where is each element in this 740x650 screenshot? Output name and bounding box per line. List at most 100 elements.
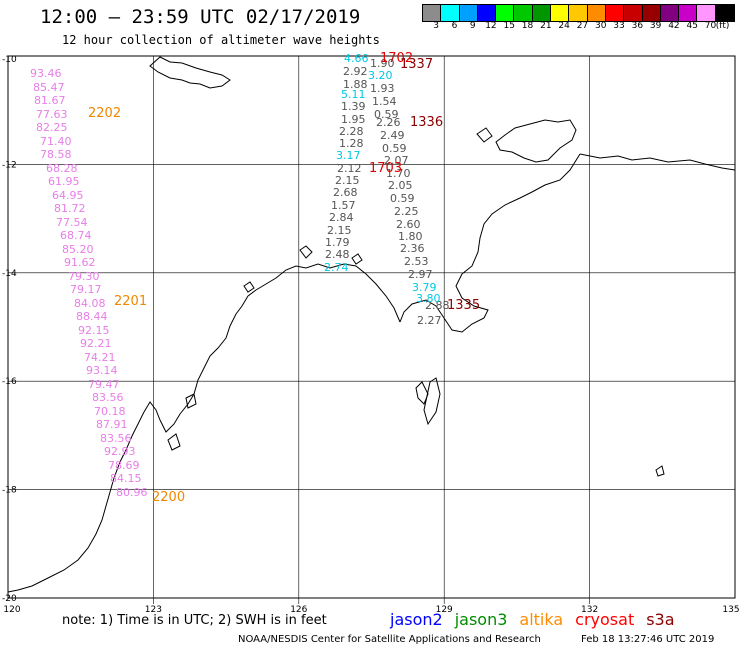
pass-time-label: 1336	[410, 115, 444, 130]
swh-value-pink: 71.40	[40, 134, 72, 148]
swh-value-pink: 92.21	[80, 337, 112, 350]
swh-value-gray: 2.25	[394, 205, 419, 218]
swh-value-gray: 2.84	[329, 211, 354, 224]
legend-swatch	[605, 5, 625, 21]
swh-value-pink: 78.58	[40, 148, 72, 161]
lon-tick-label: 129	[436, 605, 453, 615]
legend-bin-label: 27	[576, 21, 589, 31]
legend-bin-label: 3	[433, 21, 440, 31]
swh-value-pink: 85.47	[33, 80, 65, 94]
swh-value-gray: 2.68	[333, 186, 358, 199]
lon-tick-label: 135	[722, 605, 739, 615]
pass-time-label: 1337	[400, 57, 434, 72]
swh-value-pink: 92.15	[78, 323, 110, 337]
footer-note: note: 1) Time is in UTC; 2) SWH is in fe…	[62, 613, 327, 628]
swh-value-gray: 1.79	[325, 236, 350, 249]
swh-value-cyan: 3.20	[368, 69, 393, 82]
legend-swatch	[715, 5, 735, 21]
swh-value-pink: 68.28	[46, 161, 78, 175]
legend-swatch	[642, 5, 661, 21]
swh-value-gray: 2.05	[388, 179, 413, 192]
swh-value-gray: 2.15	[327, 224, 352, 237]
swh-value-pink: 81.72	[54, 202, 86, 215]
legend-bin-label: 42	[668, 21, 680, 31]
legend-bin-label: 30	[595, 21, 607, 31]
pass-time-label: 1335	[447, 298, 481, 313]
lat-tick-label: -20	[2, 594, 17, 604]
legend-swatch	[459, 5, 478, 21]
legend-swatch	[532, 5, 552, 21]
swh-value-gray: 2.15	[335, 174, 360, 187]
swh-value-gray: 2.07	[384, 154, 409, 167]
swh-value-pink: 85.20	[62, 242, 94, 256]
swh-value-gray: 2.92	[343, 65, 368, 78]
swh-value-gray: 1.95	[341, 113, 366, 126]
lat-tick-label: -18	[2, 486, 17, 496]
swh-value-pink: 77.54	[56, 215, 88, 229]
swh-value-cyan: 4.66	[344, 52, 369, 65]
swh-value-gray: 2.26	[376, 116, 401, 129]
lat-tick-label: -10	[2, 55, 17, 65]
swh-value-gray: 2.12	[337, 162, 362, 175]
lat-tick-label: -14	[2, 269, 17, 279]
swh-value-gray: 1.90	[370, 57, 395, 70]
swh-value-gray: 2.88	[425, 299, 450, 312]
lon-tick-label: 123	[145, 605, 162, 615]
legend-swatch	[551, 5, 570, 21]
swh-value-gray: 2.36	[400, 242, 425, 255]
swh-value-gray: 0.59	[390, 192, 415, 205]
legend-swatch	[587, 5, 606, 21]
swh-value-pink: 83.56	[100, 431, 132, 445]
swh-value-gray: 2.97	[408, 268, 433, 281]
satellite-cryosat: cryosat	[575, 610, 635, 629]
satellite-jason3: jason3	[454, 610, 508, 629]
legend-bin-label: 18	[521, 21, 534, 31]
legend-swatch	[477, 5, 497, 21]
map-subtitle: 12 hour collection of altimeter wave hei…	[62, 33, 380, 47]
swh-value-gray: 1.28	[339, 137, 364, 150]
swh-value-pink: 64.95	[52, 188, 84, 202]
swh-value-pink: 92.93	[104, 445, 136, 458]
lat-tick-label: -16	[2, 377, 17, 387]
legend-swatch	[423, 5, 442, 21]
legend-swatch	[660, 5, 680, 21]
pass-time-label: 1702	[380, 51, 414, 66]
swh-value-cyan: 3.17	[336, 149, 361, 162]
satellite-jason2: jason2	[390, 610, 443, 629]
satellite-legend: jason2 jason3 altika cryosat s3a	[390, 610, 675, 629]
swh-value-pink: 78.69	[108, 458, 140, 472]
swh-value-pink: 79.17	[70, 283, 102, 296]
swh-value-pink: 74.21	[84, 350, 116, 364]
legend-swatch	[441, 5, 460, 21]
legend-swatch	[514, 5, 533, 21]
legend-swatch	[496, 5, 515, 21]
satellite-s3a: s3a	[646, 610, 675, 629]
swh-value-gray: 2.53	[404, 255, 429, 268]
swh-value-pink: 79.30	[68, 269, 100, 283]
pass-time-label: 2200	[152, 490, 186, 505]
legend-bin-label: 36	[631, 21, 644, 31]
lon-tick-label: 120	[3, 605, 20, 615]
credit-line: NOAA/NESDIS Center for Satellite Applica…	[238, 634, 541, 645]
swh-value-pink: 93.46	[30, 67, 62, 80]
legend-bin-label: 6	[451, 21, 458, 31]
legend-bin-label: 15	[503, 21, 515, 31]
pass-time-label: 2202	[88, 106, 122, 121]
swh-value-gray: 1.80	[398, 230, 423, 243]
map-frame	[7, 55, 736, 599]
swh-value-pink: 61.95	[48, 175, 80, 188]
map-title: 12:00 — 23:59 UTC 02/17/2019	[40, 6, 361, 28]
swh-value-gray: 1.54	[372, 95, 397, 108]
swh-value-gray: 1.57	[331, 199, 356, 212]
legend-bin-label: 12	[485, 21, 497, 31]
swh-value-pink: 91.62	[64, 256, 96, 269]
swh-value-gray: 2.49	[380, 129, 405, 142]
swh-value-gray: 1.39	[341, 100, 366, 113]
coastline	[7, 56, 736, 593]
swh-value-pink: 84.08	[74, 296, 106, 310]
legend-bin-label: 24	[558, 21, 570, 31]
swh-value-pink: 81.67	[34, 94, 66, 107]
swh-value-pink: 79.47	[88, 377, 120, 391]
